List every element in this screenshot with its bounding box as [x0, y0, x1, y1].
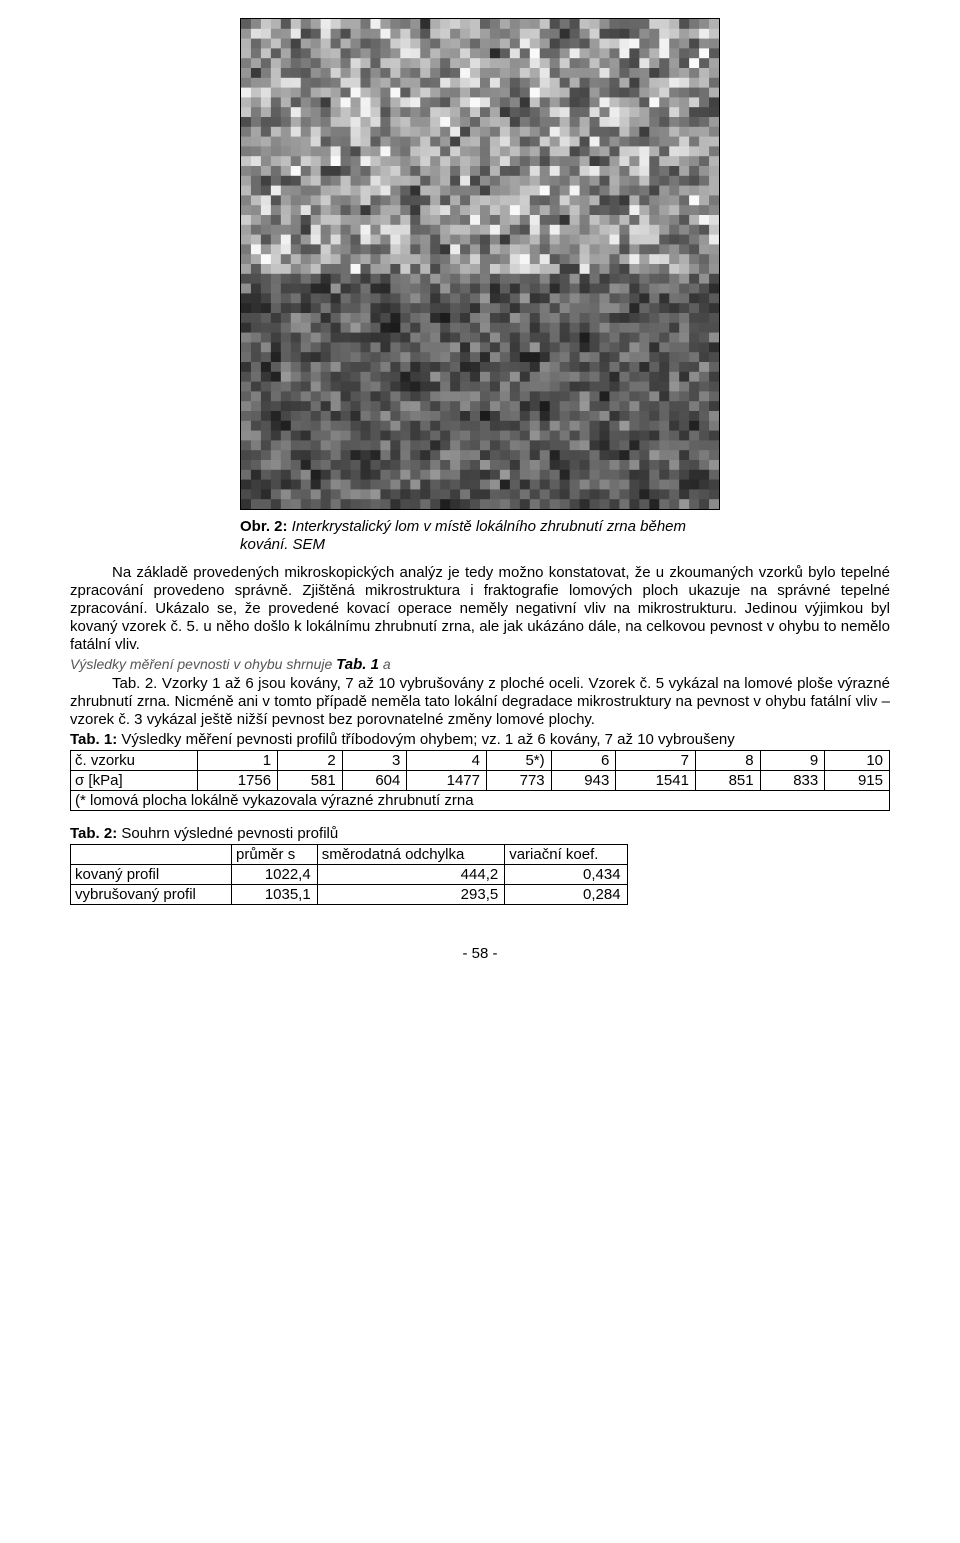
table1-cell: 1541 [616, 771, 696, 791]
table1-cell: 851 [695, 771, 760, 791]
table1-cell: 773 [487, 771, 552, 791]
table1-caption-lead: Tab. 1: [70, 731, 117, 748]
table2-caption-lead: Tab. 2: [70, 825, 117, 842]
body-paragraph-1: Na základě provedených mikroskopických a… [70, 564, 890, 654]
table1-cell: 5*) [487, 751, 552, 771]
table1-caption-text: Výsledky měření pevnosti profilů tříbodo… [117, 731, 735, 748]
figure-caption-text: Interkrystalický lom v místě lokálního z… [240, 518, 686, 553]
table-row: (* lomová plocha lokálně vykazovala výra… [71, 791, 890, 811]
figure-caption: Obr. 2: Interkrystalický lom v místě lok… [240, 518, 720, 554]
table1-cell: 833 [760, 771, 825, 791]
table1-cell: 581 [278, 771, 343, 791]
table1-row1-label: č. vzorku [71, 751, 198, 771]
table1-cell: 915 [825, 771, 890, 791]
table-row: č. vzorku 1 2 3 4 5*) 6 7 8 9 10 [71, 751, 890, 771]
table1-cell: 1477 [407, 771, 487, 791]
table1-row2-label: σ [kPa] [71, 771, 198, 791]
sem-figure-frame [240, 18, 720, 510]
table2-row-label: vybrušovaný profil [71, 885, 232, 905]
table1-cell: 2 [278, 751, 343, 771]
table1-cell: 6 [551, 751, 616, 771]
table1-caption: Tab. 1: Výsledky měření pevnosti profilů… [70, 731, 890, 748]
table2-caption: Tab. 2: Souhrn výsledné pevnosti profilů [70, 825, 890, 842]
sem-micrograph-image [241, 19, 719, 509]
table-row: vybrušovaný profil 1035,1 293,5 0,284 [71, 885, 628, 905]
results-reference-tab: Tab. 1 [336, 656, 379, 673]
page: Obr. 2: Interkrystalický lom v místě lok… [0, 18, 960, 992]
page-number: - 58 - [70, 945, 890, 962]
table2-row-label: kovaný profil [71, 865, 232, 885]
figure-caption-lead: Obr. 2: [240, 518, 288, 535]
table-row: kovaný profil 1022,4 444,2 0,434 [71, 865, 628, 885]
table1-cell: 1756 [198, 771, 278, 791]
table2-head-cell: variační koef. [505, 845, 627, 865]
table2-head-cell: průměr s [232, 845, 318, 865]
table2-head-cell [71, 845, 232, 865]
table1-cell: 9 [760, 751, 825, 771]
body-paragraph-2: Tab. 2. Vzorky 1 až 6 jsou kovány, 7 až … [70, 675, 890, 729]
table1-cell: 7 [616, 751, 696, 771]
table1-cell: 604 [342, 771, 407, 791]
table1-cell: 4 [407, 751, 487, 771]
table-row: σ [kPa] 1756 581 604 1477 773 943 1541 8… [71, 771, 890, 791]
table2-cell: 444,2 [317, 865, 505, 885]
table-row: průměr s směrodatná odchylka variační ko… [71, 845, 628, 865]
table1-cell: 1 [198, 751, 278, 771]
table1-cell: 3 [342, 751, 407, 771]
results-reference-tail: a [379, 656, 391, 672]
table1-cell: 943 [551, 771, 616, 791]
results-reference-prefix: Výsledky měření pevnosti v ohybu shrnuje [70, 656, 336, 672]
table1-cell: 10 [825, 751, 890, 771]
table2-head-cell: směrodatná odchylka [317, 845, 505, 865]
table1: č. vzorku 1 2 3 4 5*) 6 7 8 9 10 σ [kPa]… [70, 750, 890, 811]
table2-cell: 0,434 [505, 865, 627, 885]
results-reference-line: Výsledky měření pevnosti v ohybu shrnuje… [70, 656, 890, 673]
table1-cell: 8 [695, 751, 760, 771]
table2-cell: 1022,4 [232, 865, 318, 885]
table2-caption-text: Souhrn výsledné pevnosti profilů [117, 825, 338, 842]
table2-cell: 1035,1 [232, 885, 318, 905]
table2-cell: 0,284 [505, 885, 627, 905]
table2-cell: 293,5 [317, 885, 505, 905]
table2: průměr s směrodatná odchylka variační ko… [70, 844, 628, 905]
table1-footnote: (* lomová plocha lokálně vykazovala výra… [71, 791, 890, 811]
